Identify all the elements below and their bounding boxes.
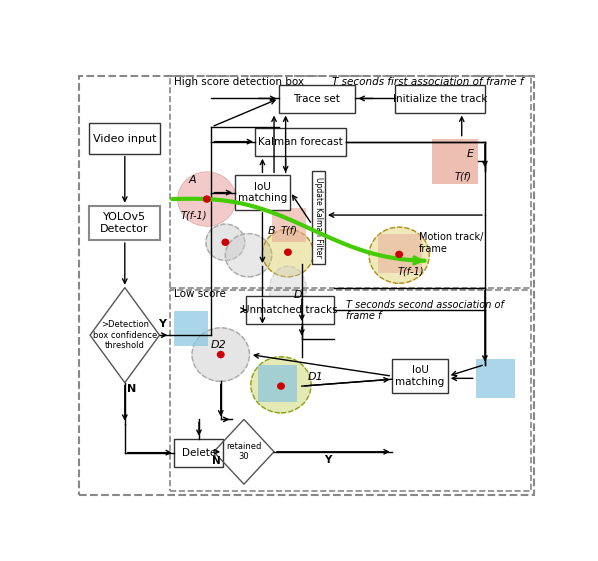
Circle shape	[203, 196, 210, 202]
Text: Unmatched tracks: Unmatched tracks	[242, 305, 338, 315]
Text: B: B	[267, 226, 275, 236]
Text: Low score: Low score	[175, 289, 226, 299]
Text: IoU
matching: IoU matching	[238, 182, 287, 204]
FancyBboxPatch shape	[175, 311, 208, 346]
Text: Initialize the track: Initialize the track	[392, 94, 487, 104]
Circle shape	[178, 172, 236, 226]
FancyBboxPatch shape	[89, 123, 160, 154]
Text: T seconds first association of frame f: T seconds first association of frame f	[332, 77, 523, 88]
Circle shape	[277, 383, 284, 389]
Text: D: D	[294, 289, 302, 300]
Circle shape	[285, 249, 291, 255]
Text: Delete: Delete	[182, 448, 216, 458]
Text: Kalman forecast: Kalman forecast	[258, 137, 343, 147]
Text: T(f): T(f)	[454, 171, 472, 181]
Text: D1: D1	[307, 373, 323, 383]
FancyBboxPatch shape	[89, 205, 160, 240]
Circle shape	[218, 352, 224, 357]
FancyBboxPatch shape	[475, 359, 515, 398]
Text: Video input: Video input	[93, 134, 156, 144]
Text: Motion track/
frame: Motion track/ frame	[419, 232, 483, 254]
FancyBboxPatch shape	[234, 175, 290, 210]
Text: T(f-1): T(f-1)	[181, 210, 207, 220]
Ellipse shape	[269, 266, 307, 314]
FancyBboxPatch shape	[271, 208, 307, 242]
Text: IoU
matching: IoU matching	[395, 365, 445, 387]
Text: T seconds second association of
frame f: T seconds second association of frame f	[346, 300, 504, 321]
Text: N: N	[127, 384, 136, 394]
Text: Trace set: Trace set	[294, 94, 340, 104]
Text: A: A	[188, 174, 196, 185]
FancyBboxPatch shape	[392, 359, 448, 393]
FancyBboxPatch shape	[175, 439, 223, 467]
Text: D2: D2	[210, 339, 226, 350]
Text: N: N	[212, 456, 221, 466]
FancyBboxPatch shape	[255, 128, 346, 156]
Text: E: E	[466, 149, 474, 159]
FancyBboxPatch shape	[246, 296, 334, 324]
FancyBboxPatch shape	[432, 139, 478, 184]
FancyBboxPatch shape	[279, 85, 355, 113]
Circle shape	[263, 229, 313, 277]
Text: T(f): T(f)	[281, 226, 298, 236]
Text: Y: Y	[324, 456, 331, 466]
Circle shape	[192, 328, 249, 381]
FancyBboxPatch shape	[379, 233, 422, 273]
Text: T(f-1): T(f-1)	[398, 266, 424, 276]
FancyBboxPatch shape	[395, 85, 485, 113]
Circle shape	[396, 251, 402, 257]
Circle shape	[225, 233, 271, 277]
Circle shape	[369, 227, 429, 283]
Text: Y: Y	[158, 319, 166, 329]
Circle shape	[206, 224, 245, 260]
FancyBboxPatch shape	[258, 365, 297, 402]
Circle shape	[222, 239, 228, 245]
Text: >Detection
box confidence
threshold: >Detection box confidence threshold	[93, 320, 157, 350]
Text: YOLOv5
Detector: YOLOv5 Detector	[100, 212, 149, 233]
FancyBboxPatch shape	[312, 171, 325, 264]
Text: retained
30: retained 30	[226, 442, 261, 462]
Circle shape	[251, 357, 311, 413]
Text: High score detection box: High score detection box	[175, 77, 304, 88]
Text: Update Kalman Filter: Update Kalman Filter	[314, 177, 323, 258]
